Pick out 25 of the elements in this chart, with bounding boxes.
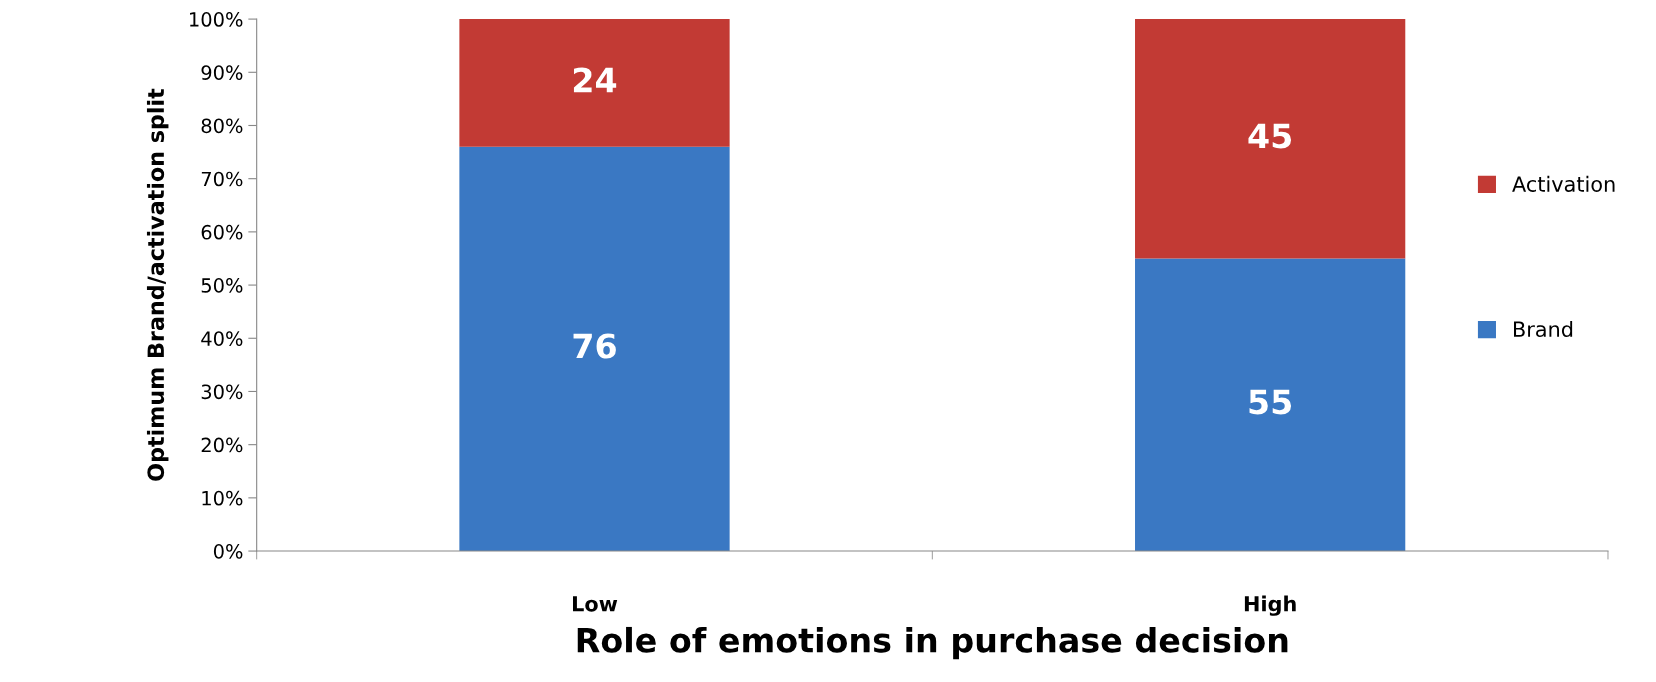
- legend-label: Brand: [1514, 320, 1573, 338]
- y-tick-label: 60%: [201, 224, 243, 240]
- y-tick-label: 20%: [201, 437, 243, 453]
- bar: [459, 146, 730, 552]
- data-label: 55: [1249, 389, 1292, 415]
- legend-label: Activation: [1512, 175, 1615, 192]
- y-tick-label: 90%: [201, 65, 243, 80]
- y-tick-label: 70%: [201, 171, 243, 187]
- data-label: 45: [1248, 123, 1292, 149]
- x-tick-label: High: [1244, 595, 1296, 616]
- y-tick-label: 80%: [201, 118, 243, 134]
- bar: [1135, 258, 1406, 552]
- data-label: 76: [573, 333, 616, 359]
- y-tick-label: 50%: [201, 278, 243, 293]
- y-axis-title: Optimum Brand/activation split: [146, 88, 169, 481]
- x-axis-title: Role of emotions in purchase decision: [577, 626, 1288, 660]
- bar: [459, 19, 730, 147]
- y-tick-label: 10%: [202, 490, 243, 506]
- y-tick-label: 100%: [190, 12, 243, 27]
- y-tick-label: 30%: [201, 384, 243, 400]
- data-label: 24: [573, 67, 617, 93]
- y-tick-label: 0%: [213, 544, 243, 559]
- y-tick-label: 40%: [201, 331, 243, 346]
- x-tick-label: Low: [573, 596, 618, 612]
- bar: [1135, 19, 1406, 259]
